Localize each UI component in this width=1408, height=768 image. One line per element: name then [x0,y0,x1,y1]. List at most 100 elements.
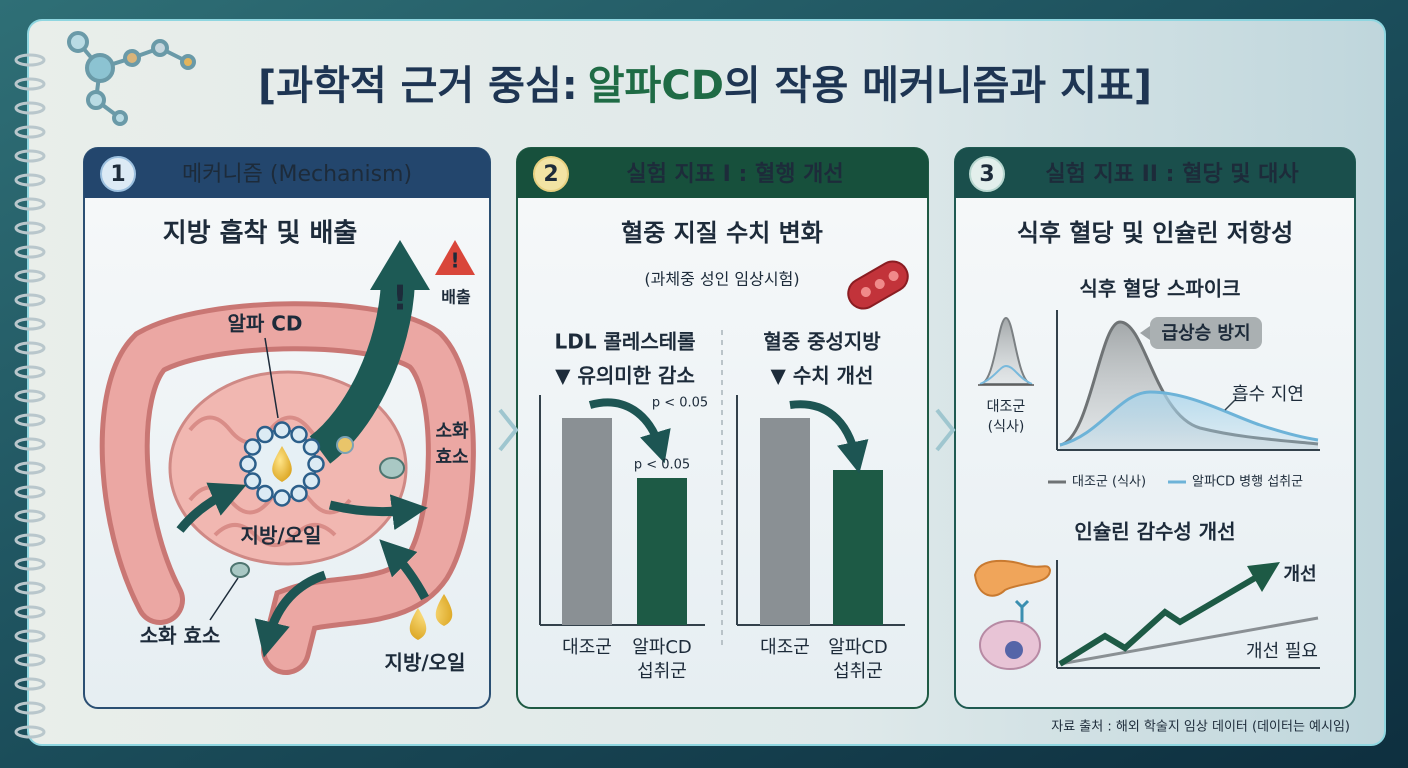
binding-ring [14,173,46,187]
spiral-binding [14,53,46,739]
line-shape [1224,399,1236,411]
label-fat: 지방/오일 [241,524,322,548]
binding-ring [14,653,46,667]
fat-particle [336,436,354,454]
binding-ring [14,701,46,715]
ring-bead [239,455,257,473]
alert-mark: ! [392,279,408,319]
circle-shape [85,53,115,83]
panel-subtitle: 혈중 지질 수치 변화 [621,219,823,247]
leader-line [264,337,279,419]
pancreas-icon [973,559,1052,597]
callout: 급상승 방지 [1161,323,1250,344]
chart-result: ▼ 수치 개선 [771,364,874,388]
step-number: 2 [543,162,558,187]
label-alpha-cd: 알파 CD [227,312,302,336]
path-shape [588,398,671,464]
binding-ring [14,677,46,691]
path-shape [328,494,428,531]
path-shape [379,539,429,601]
molecule-decoration [67,31,196,126]
trend-label: 개선 [1283,564,1316,585]
ring-bead [307,455,325,473]
ring-bead [243,438,262,456]
category-label: 섭취군 [637,661,687,682]
ring-bead [256,484,274,503]
binding-ring [14,125,46,139]
chart-title: 인슐린 감수성 개선 [1074,520,1235,544]
circle-shape [888,271,899,281]
chart-title: LDL 콜레스테롤 [554,330,695,354]
binding-ring [14,293,46,307]
binding-ring [14,461,46,475]
p-value: p < 0.05 [634,458,690,473]
path-shape [1014,599,1030,622]
page-title: [과학적 근거 중심: 알파CD의 작용 메커니즘과 지표] [258,63,1152,109]
binding-ring [14,605,46,619]
binding-ring [14,269,46,283]
ring-bead [256,425,274,444]
glucose-curve-chart [1056,310,1320,451]
rect-shape [637,478,687,625]
polygon-shape [370,240,430,290]
warning-mark: ! [450,249,459,273]
binding-ring [14,485,46,499]
step-number: 1 [110,162,125,187]
title-part: [과학적 근거 중심: [258,63,578,109]
binding-ring [14,413,46,427]
circle-shape [67,31,89,53]
flow-arrows [176,482,429,658]
binding-ring [14,149,46,163]
binding-ring [14,53,46,67]
path-shape [979,316,1033,385]
binding-ring [14,197,46,211]
p-value: p < 0.05 [652,396,708,411]
step-badge [100,156,136,192]
polygon-shape [435,240,475,275]
cyclodextrin-ring [239,421,325,507]
binding-ring [14,101,46,115]
binding-ring [14,557,46,571]
binding-ring [14,365,46,379]
panel-subtitle: 식후 혈당 및 인슐린 저항성 [1017,219,1293,247]
step-badge [969,156,1005,192]
path-shape [979,364,1033,385]
path-shape [517,148,928,198]
circle-shape [180,54,196,70]
path-shape [1059,390,1319,447]
category-label: 대조군 [760,637,810,658]
thumb-label: (식사) [988,419,1025,435]
curve-label: 흡수 지연 [1232,384,1304,405]
title-part: 의 작용 메커니즘과 지표] [724,63,1152,109]
circle-shape [860,287,871,297]
excretion-arrow: ! [309,240,430,464]
ring-bead [290,425,308,444]
panel-note: (과체중 성인 임상시험) [644,270,799,289]
panel-title: 메커니즘 (Mechanism) [182,162,412,187]
circle-shape [151,39,169,57]
binding-ring [14,533,46,547]
path-shape [955,148,1355,198]
circle-shape [86,90,106,110]
oil-droplet [272,446,292,482]
path-shape [935,408,956,452]
binding-ring [14,245,46,259]
chart-result: ▼ 유의미한 감소 [555,364,695,388]
binding-ring [14,317,46,331]
chart-title: 식후 혈당 스파이크 [1079,277,1240,301]
category-label: 대조군 [562,637,612,658]
leader-line [209,577,239,621]
legend-label: 대조군 (식사) [1072,475,1146,490]
ldl-bar-chart [539,395,705,626]
circle-shape [1005,641,1023,659]
cell-icon [979,599,1041,670]
path-shape [789,400,869,474]
path-shape [1060,392,1318,450]
enzyme-icon [379,457,405,479]
label-excretion: 배출 [441,288,471,307]
footer-source: 자료 출처 : 해외 학술지 임상 데이터 (데이터는 예시임) [1051,720,1350,735]
binding-ring [14,437,46,451]
